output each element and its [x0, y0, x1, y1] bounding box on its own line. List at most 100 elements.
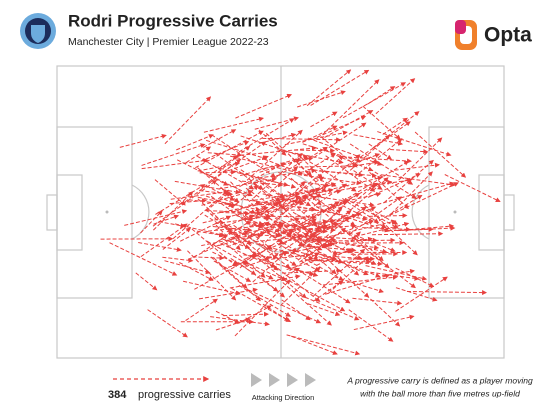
carry-arrow: [376, 268, 415, 278]
carry-arrow: [287, 210, 352, 257]
carry-arrow: [286, 334, 361, 356]
carry-arrow: [230, 258, 257, 276]
carry-arrow: [259, 209, 292, 238]
carry-arrow: [309, 161, 357, 192]
carry-arrow: [284, 130, 348, 146]
carry-arrow: [207, 210, 262, 216]
carry-arrow: [406, 290, 488, 296]
carry-arrow: [138, 242, 182, 252]
carry-arrow: [284, 251, 320, 272]
carry-arrow: [164, 260, 211, 275]
carry-arrow: [398, 137, 443, 181]
carry-arrow: [298, 244, 357, 253]
carry-arrow: [230, 155, 304, 176]
carry-arrow: [227, 224, 297, 266]
carry-arrow: [223, 311, 269, 317]
carry-arrow: [183, 280, 241, 296]
carry-arrow: [218, 177, 277, 190]
carry-arrow: [158, 221, 186, 229]
carry-arrow: [238, 118, 295, 153]
carry-arrow: [308, 194, 375, 208]
carry-arrow: [203, 116, 264, 133]
carry-arrow: [248, 201, 279, 207]
carry-arrow: [205, 195, 234, 207]
carry-arrow: [316, 248, 352, 266]
carry-arrow: [300, 226, 360, 276]
carry-arrow: [196, 155, 255, 190]
carry-arrow: [395, 287, 438, 302]
carry-arrow: [162, 256, 194, 263]
carry-arrow: [298, 155, 344, 193]
carry-arrow: [218, 145, 251, 173]
carry-arrow: [176, 159, 229, 186]
carry-arrow: [369, 168, 417, 199]
carry-arrow: [365, 294, 401, 327]
carry-arrow: [276, 242, 344, 281]
carry-arrow: [135, 272, 158, 291]
carry-arrow: [278, 171, 323, 198]
carry-arrow: [249, 181, 306, 239]
carries: [100, 69, 501, 356]
carry-arrow: [364, 205, 399, 225]
carry-arrow: [362, 226, 411, 232]
carry-arrow: [390, 171, 433, 215]
carry-arrow: [246, 129, 303, 181]
carry-arrow: [299, 294, 360, 321]
carry-arrow: [271, 252, 311, 260]
carry-arrow: [199, 169, 237, 175]
carry-arrow: [327, 177, 389, 231]
carry-arrow: [319, 253, 381, 278]
carry-arrow: [258, 132, 297, 144]
carry-arrow: [205, 191, 230, 212]
carry-arrow: [349, 143, 414, 185]
carry-arrow: [194, 254, 257, 290]
brand-logo: Opta: [455, 20, 532, 50]
carry-arrow: [195, 130, 264, 169]
pitch: [46, 65, 515, 359]
carry-arrow: [375, 177, 413, 186]
carry-arrow: [330, 152, 374, 172]
carry-arrow: [244, 261, 287, 281]
carry-arrow: [220, 243, 276, 268]
carry-arrow: [299, 176, 325, 193]
carry-arrow: [257, 182, 337, 205]
carry-arrow: [206, 240, 249, 265]
carry-arrow: [287, 237, 337, 243]
carry-arrow: [414, 131, 467, 178]
carry-arrow: [239, 162, 286, 188]
carry-arrow: [302, 181, 330, 188]
carry-arrow: [353, 314, 415, 331]
carry-arrow: [265, 166, 299, 197]
carry-arrow: [307, 137, 383, 166]
carry-arrow: [213, 257, 248, 289]
carry-arrow: [306, 198, 357, 241]
carry-arrow: [353, 134, 404, 146]
carry-arrow: [201, 230, 266, 247]
carry-arrow: [235, 93, 293, 119]
carry-arrow: [213, 260, 252, 282]
carry-arrow: [179, 215, 232, 242]
carry-arrow: [372, 231, 444, 237]
carry-arrow: [224, 202, 254, 221]
carry-arrow: [245, 187, 313, 233]
carry-arrow: [342, 205, 387, 229]
carry-arrow: [306, 69, 352, 107]
direction-label: Attacking Direction: [252, 393, 315, 402]
carry-arrow: [312, 222, 339, 234]
carry-arrow: [327, 236, 373, 246]
carry-arrow: [325, 273, 391, 295]
carry-arrow: [302, 125, 338, 143]
carry-arrow: [292, 211, 322, 230]
carry-arrow: [291, 335, 338, 355]
carry-arrow: [363, 204, 418, 256]
carry-arrow: [254, 233, 316, 243]
carry-arrow: [265, 189, 317, 216]
carry-arrow: [172, 189, 230, 240]
carry-arrow: [201, 189, 254, 206]
subtitle: Manchester City | Premier League 2022-23: [68, 36, 269, 48]
carry-arrow: [253, 152, 303, 199]
carry-arrow: [282, 268, 342, 274]
carry-arrow: [244, 234, 303, 260]
direction-arrows: [251, 373, 316, 387]
carry-arrow: [239, 224, 283, 269]
